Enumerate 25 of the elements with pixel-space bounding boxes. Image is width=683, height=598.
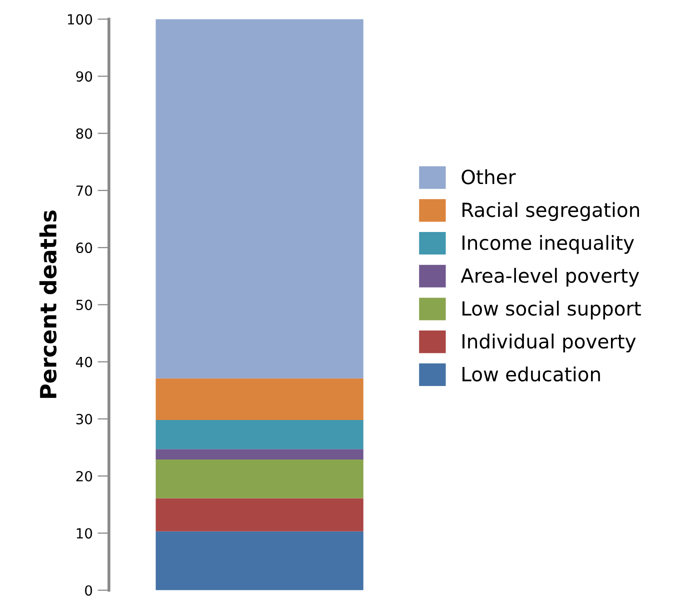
legend-label: Area-level poverty (460, 268, 640, 287)
legend-label: Racial segregation (462, 202, 640, 221)
y-tick-label: 30 (76, 414, 92, 424)
legend-label: Income inequality (462, 235, 634, 254)
y-tick-label: 90 (76, 71, 92, 82)
y-tick-label: 10 (76, 528, 92, 539)
y-tick-label: 80 (76, 128, 92, 139)
legend-label: Low social support (462, 300, 641, 320)
legend-label: Individual poverty (462, 334, 636, 352)
bar (156, 449, 364, 460)
bar (156, 531, 364, 590)
y-axis-title: Percent deaths (39, 210, 57, 398)
y-tick-label: 60 (76, 242, 92, 254)
bar (156, 378, 364, 420)
y-tick-label: 100 (68, 14, 92, 25)
y-tick-label: 50 (76, 300, 92, 310)
y-tick-label: 70 (76, 185, 92, 196)
y-tick-label: 0 (85, 585, 92, 596)
bar (156, 420, 364, 450)
legend-label: Other (462, 169, 516, 184)
legend-label: Low education (462, 366, 600, 382)
y-tick-label: 20 (76, 470, 92, 482)
bar (156, 459, 364, 498)
y-tick-label: 40 (76, 356, 92, 368)
bar (156, 498, 364, 532)
